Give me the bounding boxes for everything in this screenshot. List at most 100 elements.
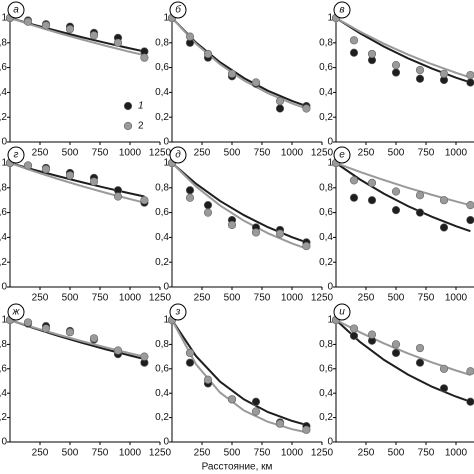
fit-line bbox=[335, 17, 471, 84]
point bbox=[367, 49, 377, 59]
x-tick-label: 250 bbox=[32, 293, 49, 304]
y-tick-label: 0,8 bbox=[319, 339, 333, 350]
panel-letter-circle bbox=[169, 1, 187, 19]
x-tick-label: 750 bbox=[254, 448, 271, 459]
legend-label: 1 bbox=[138, 101, 144, 112]
point bbox=[89, 334, 99, 343]
y-tick-label: 0,8 bbox=[155, 37, 169, 48]
point bbox=[466, 70, 474, 80]
point bbox=[275, 229, 285, 238]
panel-letter-circle bbox=[333, 146, 351, 164]
point bbox=[41, 165, 51, 174]
x-tick-label: 1000 bbox=[119, 293, 142, 304]
y-tick-label: 0 bbox=[163, 437, 169, 448]
y-tick-label: 0,8 bbox=[0, 339, 7, 350]
panel-letter-circle bbox=[169, 146, 187, 164]
fit-line bbox=[335, 17, 471, 79]
y-tick-label: 0,2 bbox=[0, 412, 7, 423]
y-tick-label: 0,2 bbox=[0, 112, 7, 123]
y-tick-label: 0,6 bbox=[319, 62, 333, 73]
y-tick-label: 1 bbox=[163, 158, 169, 169]
x-tick-label: 250 bbox=[194, 293, 211, 304]
x-tick-label: 500 bbox=[388, 448, 405, 459]
point bbox=[203, 201, 213, 210]
fit-line bbox=[335, 162, 471, 233]
y-tick-label: 0,6 bbox=[155, 62, 169, 73]
point bbox=[251, 78, 261, 87]
point bbox=[275, 96, 285, 106]
panel-letter-circle bbox=[333, 303, 351, 321]
x-tick-label: 1000 bbox=[119, 448, 142, 459]
x-tick-label: 1000 bbox=[281, 448, 304, 459]
point bbox=[415, 208, 425, 217]
x-tick-label: 250 bbox=[358, 448, 375, 459]
panel-letter-circle bbox=[333, 1, 351, 19]
x-axis-label: Расстояние, км bbox=[202, 462, 273, 473]
y-tick-label: 0 bbox=[327, 282, 333, 293]
point bbox=[227, 220, 237, 230]
point bbox=[415, 191, 425, 200]
point bbox=[275, 419, 285, 428]
x-tick-label: 1000 bbox=[445, 293, 468, 304]
point bbox=[349, 193, 359, 202]
point bbox=[41, 21, 51, 30]
x-tick-label: 500 bbox=[62, 448, 79, 459]
fit-line bbox=[9, 162, 145, 198]
panel-letter: б bbox=[175, 4, 181, 16]
point bbox=[140, 196, 149, 205]
x-tick-label: 1250 bbox=[311, 148, 334, 159]
panel-letter-circle bbox=[7, 303, 25, 321]
y-tick-label: 0,6 bbox=[155, 363, 169, 374]
point bbox=[391, 61, 401, 70]
point bbox=[23, 161, 33, 170]
panel-letter: е bbox=[339, 150, 345, 161]
y-tick-label: 0,4 bbox=[155, 388, 169, 399]
panel-letter-circle bbox=[7, 146, 25, 164]
x-tick-label: 750 bbox=[92, 293, 109, 304]
x-tick-label: 500 bbox=[62, 293, 79, 304]
point bbox=[113, 346, 123, 355]
point bbox=[415, 358, 425, 367]
y-tick-label: 0,2 bbox=[319, 412, 333, 423]
point bbox=[251, 397, 261, 406]
fit-line bbox=[171, 319, 307, 434]
point bbox=[349, 48, 359, 57]
panel-letter: в bbox=[339, 5, 344, 16]
y-tick-label: 0 bbox=[327, 137, 333, 148]
point bbox=[185, 348, 195, 358]
point bbox=[65, 25, 75, 34]
point bbox=[41, 324, 51, 333]
point bbox=[23, 17, 33, 26]
fit-line bbox=[335, 319, 471, 403]
point bbox=[466, 78, 474, 87]
panel-letter: и bbox=[339, 307, 345, 318]
y-tick-label: 0,6 bbox=[0, 62, 7, 73]
x-tick-label: 750 bbox=[418, 293, 435, 304]
panel-letter: г bbox=[14, 150, 19, 161]
point bbox=[349, 176, 359, 185]
x-tick-label: 500 bbox=[388, 293, 405, 304]
point bbox=[302, 241, 311, 251]
point bbox=[415, 74, 425, 83]
y-tick-label: 0,6 bbox=[155, 207, 169, 218]
x-tick-label: 1250 bbox=[149, 448, 172, 459]
y-tick-label: 0,6 bbox=[319, 363, 333, 374]
point bbox=[185, 193, 195, 202]
fit-line bbox=[171, 319, 307, 426]
fit-line bbox=[9, 319, 145, 358]
point bbox=[65, 171, 75, 180]
point bbox=[466, 215, 474, 225]
point bbox=[89, 31, 99, 40]
legend-marker bbox=[123, 121, 133, 131]
y-tick-label: 0,2 bbox=[155, 412, 169, 423]
y-tick-label: 0,4 bbox=[155, 232, 169, 243]
y-tick-label: 1 bbox=[163, 13, 169, 24]
y-tick-label: 1 bbox=[1, 13, 7, 24]
y-tick-label: 0,4 bbox=[0, 388, 7, 399]
fit-line bbox=[9, 17, 145, 57]
point bbox=[302, 104, 311, 113]
point bbox=[439, 69, 449, 78]
y-tick-label: 0,6 bbox=[0, 363, 7, 374]
point bbox=[185, 186, 195, 195]
point bbox=[65, 328, 75, 337]
